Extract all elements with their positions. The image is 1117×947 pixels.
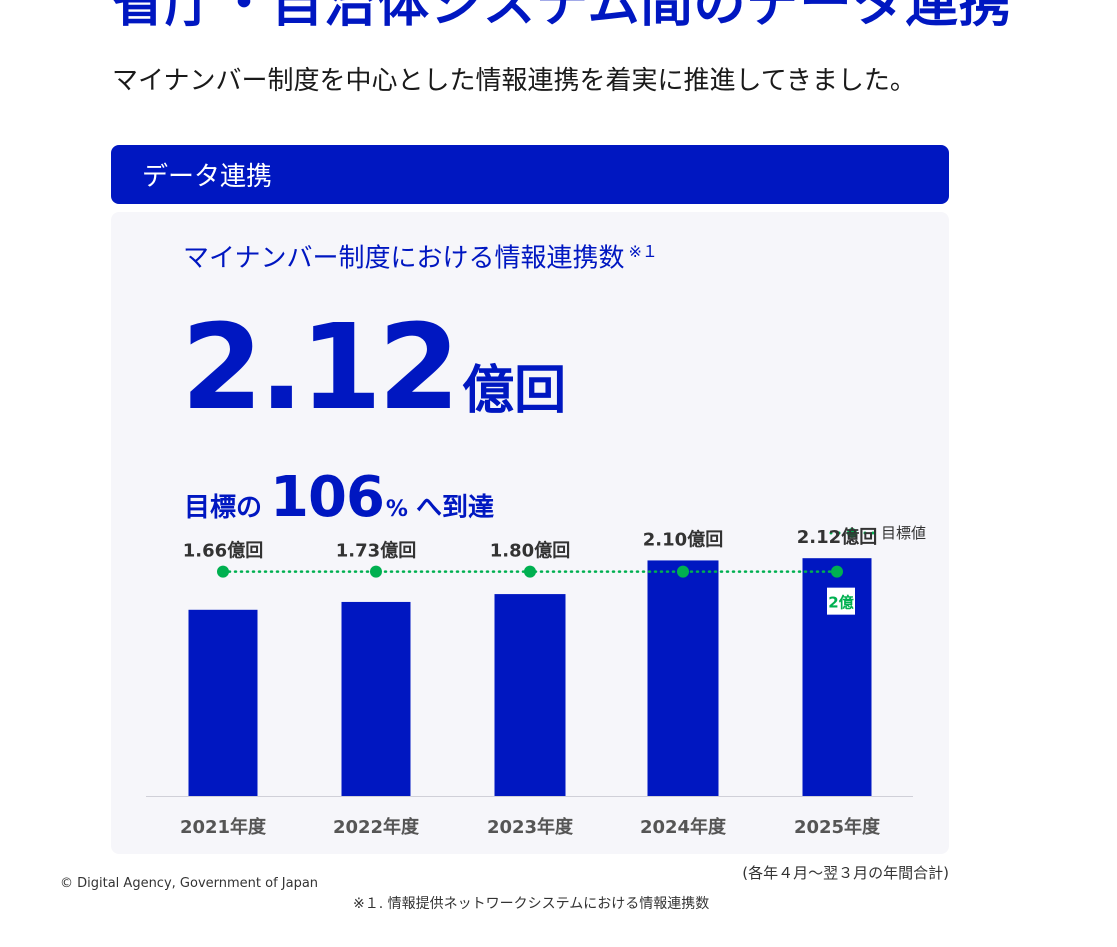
page-heading: 省庁・自治体システム間のデータ連携: [112, 0, 1012, 34]
bar-3: [494, 594, 566, 796]
value-label-2: 1.73億回: [336, 540, 416, 562]
value-label-5: 2.12億回: [797, 526, 877, 548]
target-label-bg: [827, 587, 855, 615]
goal-prefix: 目標の: [184, 493, 263, 523]
section-label: データ連携: [142, 162, 273, 192]
target-point-1: [217, 565, 229, 578]
copyright: © Digital Agency, Government of Japan: [60, 876, 319, 891]
big-figure-value: 2.12: [181, 298, 460, 436]
card-title: マイナンバー制度における情報連携数 ※１: [183, 242, 658, 275]
value-label-4: 2.10億回: [643, 528, 723, 550]
card-title-text: マイナンバー制度における情報連携数: [183, 243, 625, 274]
big-figure: 2.12 億回: [181, 308, 566, 426]
big-figure-unit: 億回: [462, 361, 567, 421]
target-point-3: [524, 565, 536, 578]
target-legend-icon: [829, 527, 875, 538]
target-point-5: [831, 565, 843, 578]
goal-suffix: へ到達: [415, 493, 494, 523]
target-label: 2億: [828, 594, 853, 612]
goal-value: 106: [270, 465, 385, 530]
x-tick-label-4: 2024年度: [640, 816, 727, 838]
bar-1: [188, 609, 258, 796]
goal-percent: %: [385, 497, 408, 522]
value-label-1: 1.66億回: [183, 540, 263, 562]
goal-achievement: 目標の 106% へ到達: [184, 470, 494, 526]
lead-text: マイナンバー制度を中心とした情報連携を着実に推進してきました。: [112, 66, 916, 96]
bar-2: [341, 601, 411, 796]
period-note: (各年４月～翌３月の年間合計): [742, 864, 949, 882]
value-label-3: 1.80億回: [490, 540, 570, 562]
x-tick-label-3: 2023年度: [487, 816, 574, 838]
target-point-2: [370, 565, 382, 578]
target-point-4: [677, 565, 689, 578]
legend-label: 目標値: [881, 524, 927, 542]
footnote: ※１. 情報提供ネットワークシステムにおける情報連携数: [353, 896, 710, 912]
section-bar: データ連携: [111, 145, 949, 204]
card-title-note: ※１: [628, 242, 658, 261]
x-tick-label-2: 2022年度: [333, 816, 420, 838]
bar-4: [647, 560, 719, 796]
x-tick-label-1: 2021年度: [180, 816, 267, 838]
chart-legend: 目標値: [829, 522, 926, 543]
x-tick-label-5: 2025年度: [794, 816, 881, 838]
